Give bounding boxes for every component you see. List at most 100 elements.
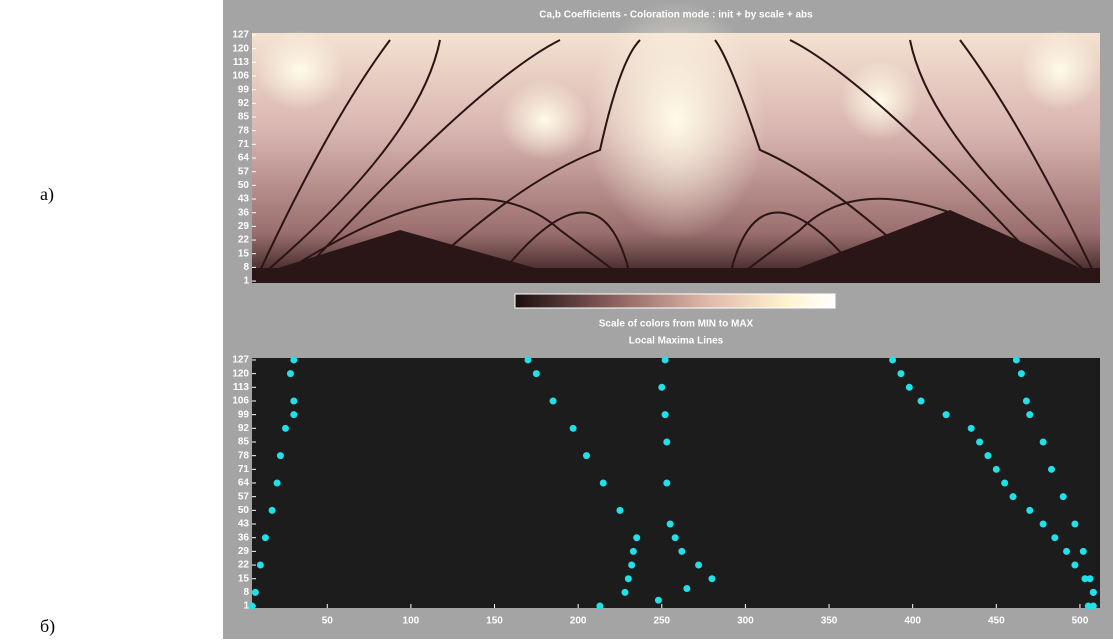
panel-label: a) <box>40 184 54 205</box>
maxima-point <box>290 397 297 404</box>
maxima-point <box>249 603 256 610</box>
x-tick-label: 200 <box>570 616 587 627</box>
y-tick-label: 50 <box>238 505 250 516</box>
y-tick-label: 71 <box>238 139 250 150</box>
maxima-point <box>1086 575 1093 582</box>
screen: a) б) Ca,b Coefficients - Coloration mod… <box>0 0 1113 639</box>
maxima-point <box>1048 466 1055 473</box>
maxima-point <box>274 480 281 487</box>
maxima-point <box>663 438 670 445</box>
maxima-point <box>625 575 632 582</box>
maxima-point <box>596 603 603 610</box>
maxima-point <box>1026 507 1033 514</box>
maxima-point <box>943 411 950 418</box>
y-tick-label: 120 <box>232 43 249 54</box>
maxima-point <box>655 597 662 604</box>
maxima-point <box>621 589 628 596</box>
y-tick-label: 15 <box>238 573 250 584</box>
maxima-point <box>290 356 297 363</box>
y-tick-label: 36 <box>238 532 250 543</box>
maxima-point <box>968 425 975 432</box>
maxima-point <box>897 370 904 377</box>
maxima-point <box>1051 534 1058 541</box>
maxima-point <box>1013 356 1020 363</box>
maxima-point <box>282 425 289 432</box>
maxima-point <box>1026 411 1033 418</box>
x-tick-label: 500 <box>1072 616 1089 627</box>
maxima-point <box>1018 370 1025 377</box>
maxima-point <box>906 384 913 391</box>
colorbar-label: Scale of colors from MIN to MAX <box>599 319 754 330</box>
maxima-point <box>976 438 983 445</box>
y-tick-label: 71 <box>238 464 250 475</box>
maxima-point <box>290 411 297 418</box>
plot-title: Local Maxima Lines <box>629 336 724 347</box>
maxima-point <box>918 397 925 404</box>
y-tick-label: 99 <box>238 409 250 420</box>
maxima-point <box>1040 521 1047 528</box>
colorbar <box>515 294 835 308</box>
maxima-point <box>993 466 1000 473</box>
y-tick-label: 57 <box>238 166 250 177</box>
y-tick-label: 85 <box>238 112 250 123</box>
maxima-point <box>1090 603 1097 610</box>
y-tick-label: 85 <box>238 437 250 448</box>
maxima-point <box>628 562 635 569</box>
x-tick-label: 350 <box>821 616 838 627</box>
y-tick-label: 29 <box>238 221 250 232</box>
maxima-point <box>1071 521 1078 528</box>
maxima-point <box>1063 548 1070 555</box>
y-tick-label: 106 <box>232 396 249 407</box>
x-tick-label: 300 <box>737 616 754 627</box>
y-tick-label: 15 <box>238 248 250 259</box>
plot-area <box>252 358 1100 608</box>
x-tick-label: 400 <box>904 616 921 627</box>
maxima-point <box>683 585 690 592</box>
y-tick-label: 92 <box>238 98 250 109</box>
maxima-point <box>269 507 276 514</box>
maxima-point <box>1090 589 1097 596</box>
maxima-point <box>252 589 259 596</box>
y-tick-label: 127 <box>232 30 249 41</box>
y-tick-label: 127 <box>232 355 249 366</box>
maxima-point <box>633 534 640 541</box>
y-tick-label: 78 <box>238 125 250 136</box>
y-tick-label: 113 <box>233 57 250 68</box>
x-tick-label: 250 <box>653 616 670 627</box>
maxima-point <box>277 452 284 459</box>
y-tick-label: 78 <box>238 450 250 461</box>
y-tick-label: 1 <box>243 276 249 287</box>
y-tick-label: 64 <box>238 153 250 164</box>
y-tick-label: 29 <box>238 546 250 557</box>
heatmap <box>252 0 1100 283</box>
maxima-point <box>1023 397 1030 404</box>
maxima-point <box>550 397 557 404</box>
maxima-point <box>1071 562 1078 569</box>
y-tick-label: 8 <box>243 587 249 598</box>
x-tick-label: 150 <box>486 616 503 627</box>
panel-label: б) <box>40 616 55 637</box>
maxima-point <box>630 548 637 555</box>
maxima-point <box>600 480 607 487</box>
maxima-point <box>708 575 715 582</box>
maxima-point <box>1001 480 1008 487</box>
y-tick-label: 92 <box>238 423 250 434</box>
maxima-point <box>695 562 702 569</box>
y-tick-label: 8 <box>243 262 249 273</box>
y-tick-label: 50 <box>238 180 250 191</box>
maxima-point <box>672 534 679 541</box>
maxima-point <box>287 370 294 377</box>
maxima-point <box>257 562 264 569</box>
y-tick-label: 36 <box>238 207 250 218</box>
maxima-point <box>533 370 540 377</box>
x-tick-label: 450 <box>988 616 1005 627</box>
y-tick-label: 113 <box>233 382 250 393</box>
y-tick-label: 99 <box>238 84 250 95</box>
maxima-point <box>1010 493 1017 500</box>
y-tick-label: 106 <box>232 71 249 82</box>
maxima-point <box>663 480 670 487</box>
x-tick-label: 100 <box>403 616 420 627</box>
x-tick-label: 50 <box>322 616 334 627</box>
maxima-point <box>262 534 269 541</box>
maxima-point <box>984 452 991 459</box>
